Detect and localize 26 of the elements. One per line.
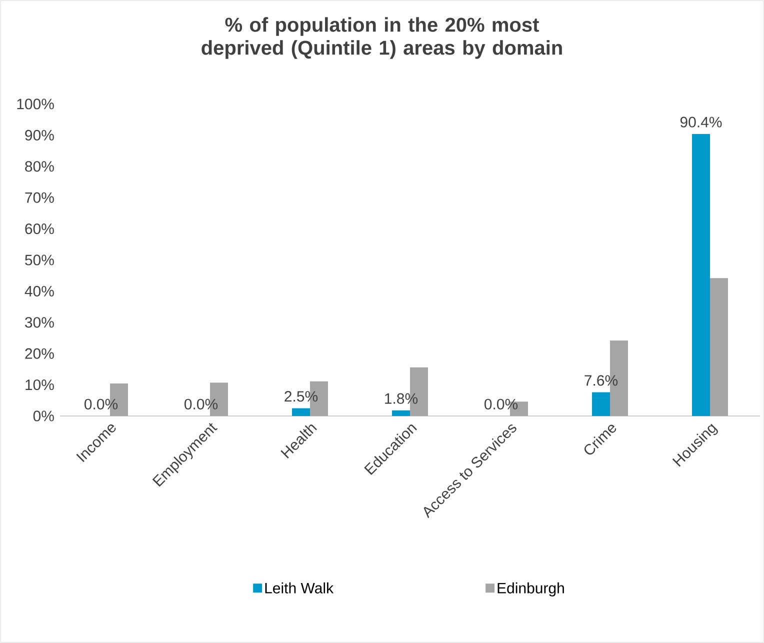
y-tick-label: 10% [26,379,54,390]
data-label: 1.8% [385,393,418,404]
data-label: 0.0% [84,398,118,410]
bar [592,392,610,416]
chart-title: % of population in the 20% most deprived (Quintile 1) areas by domain [202,17,562,59]
y-tick-label: 30% [25,317,54,328]
y-tick-label: 100% [17,98,54,110]
legend-label: Edinburgh [498,582,564,596]
data-label: 0.0% [184,398,218,410]
bar [692,134,710,416]
bar [292,408,310,416]
data-label: 90.4% [680,116,722,128]
y-tick-label: 80% [25,161,54,172]
y-tick-label: 40% [24,286,54,296]
y-tick-label: 20% [25,348,54,359]
y-tick-label: 0% [33,410,54,422]
y-tick-label: 90% [25,130,54,140]
data-label: 7.6% [584,375,618,386]
data-label: 0.0% [484,398,518,410]
y-tick-label: 50% [25,254,54,266]
y-tick-label: 60% [25,223,54,234]
legend-label: Leith Walk [265,582,334,594]
data-label: 2.5% [284,391,318,402]
y-tick-label: 70% [25,192,54,203]
bar [710,278,728,416]
bar [392,410,410,416]
